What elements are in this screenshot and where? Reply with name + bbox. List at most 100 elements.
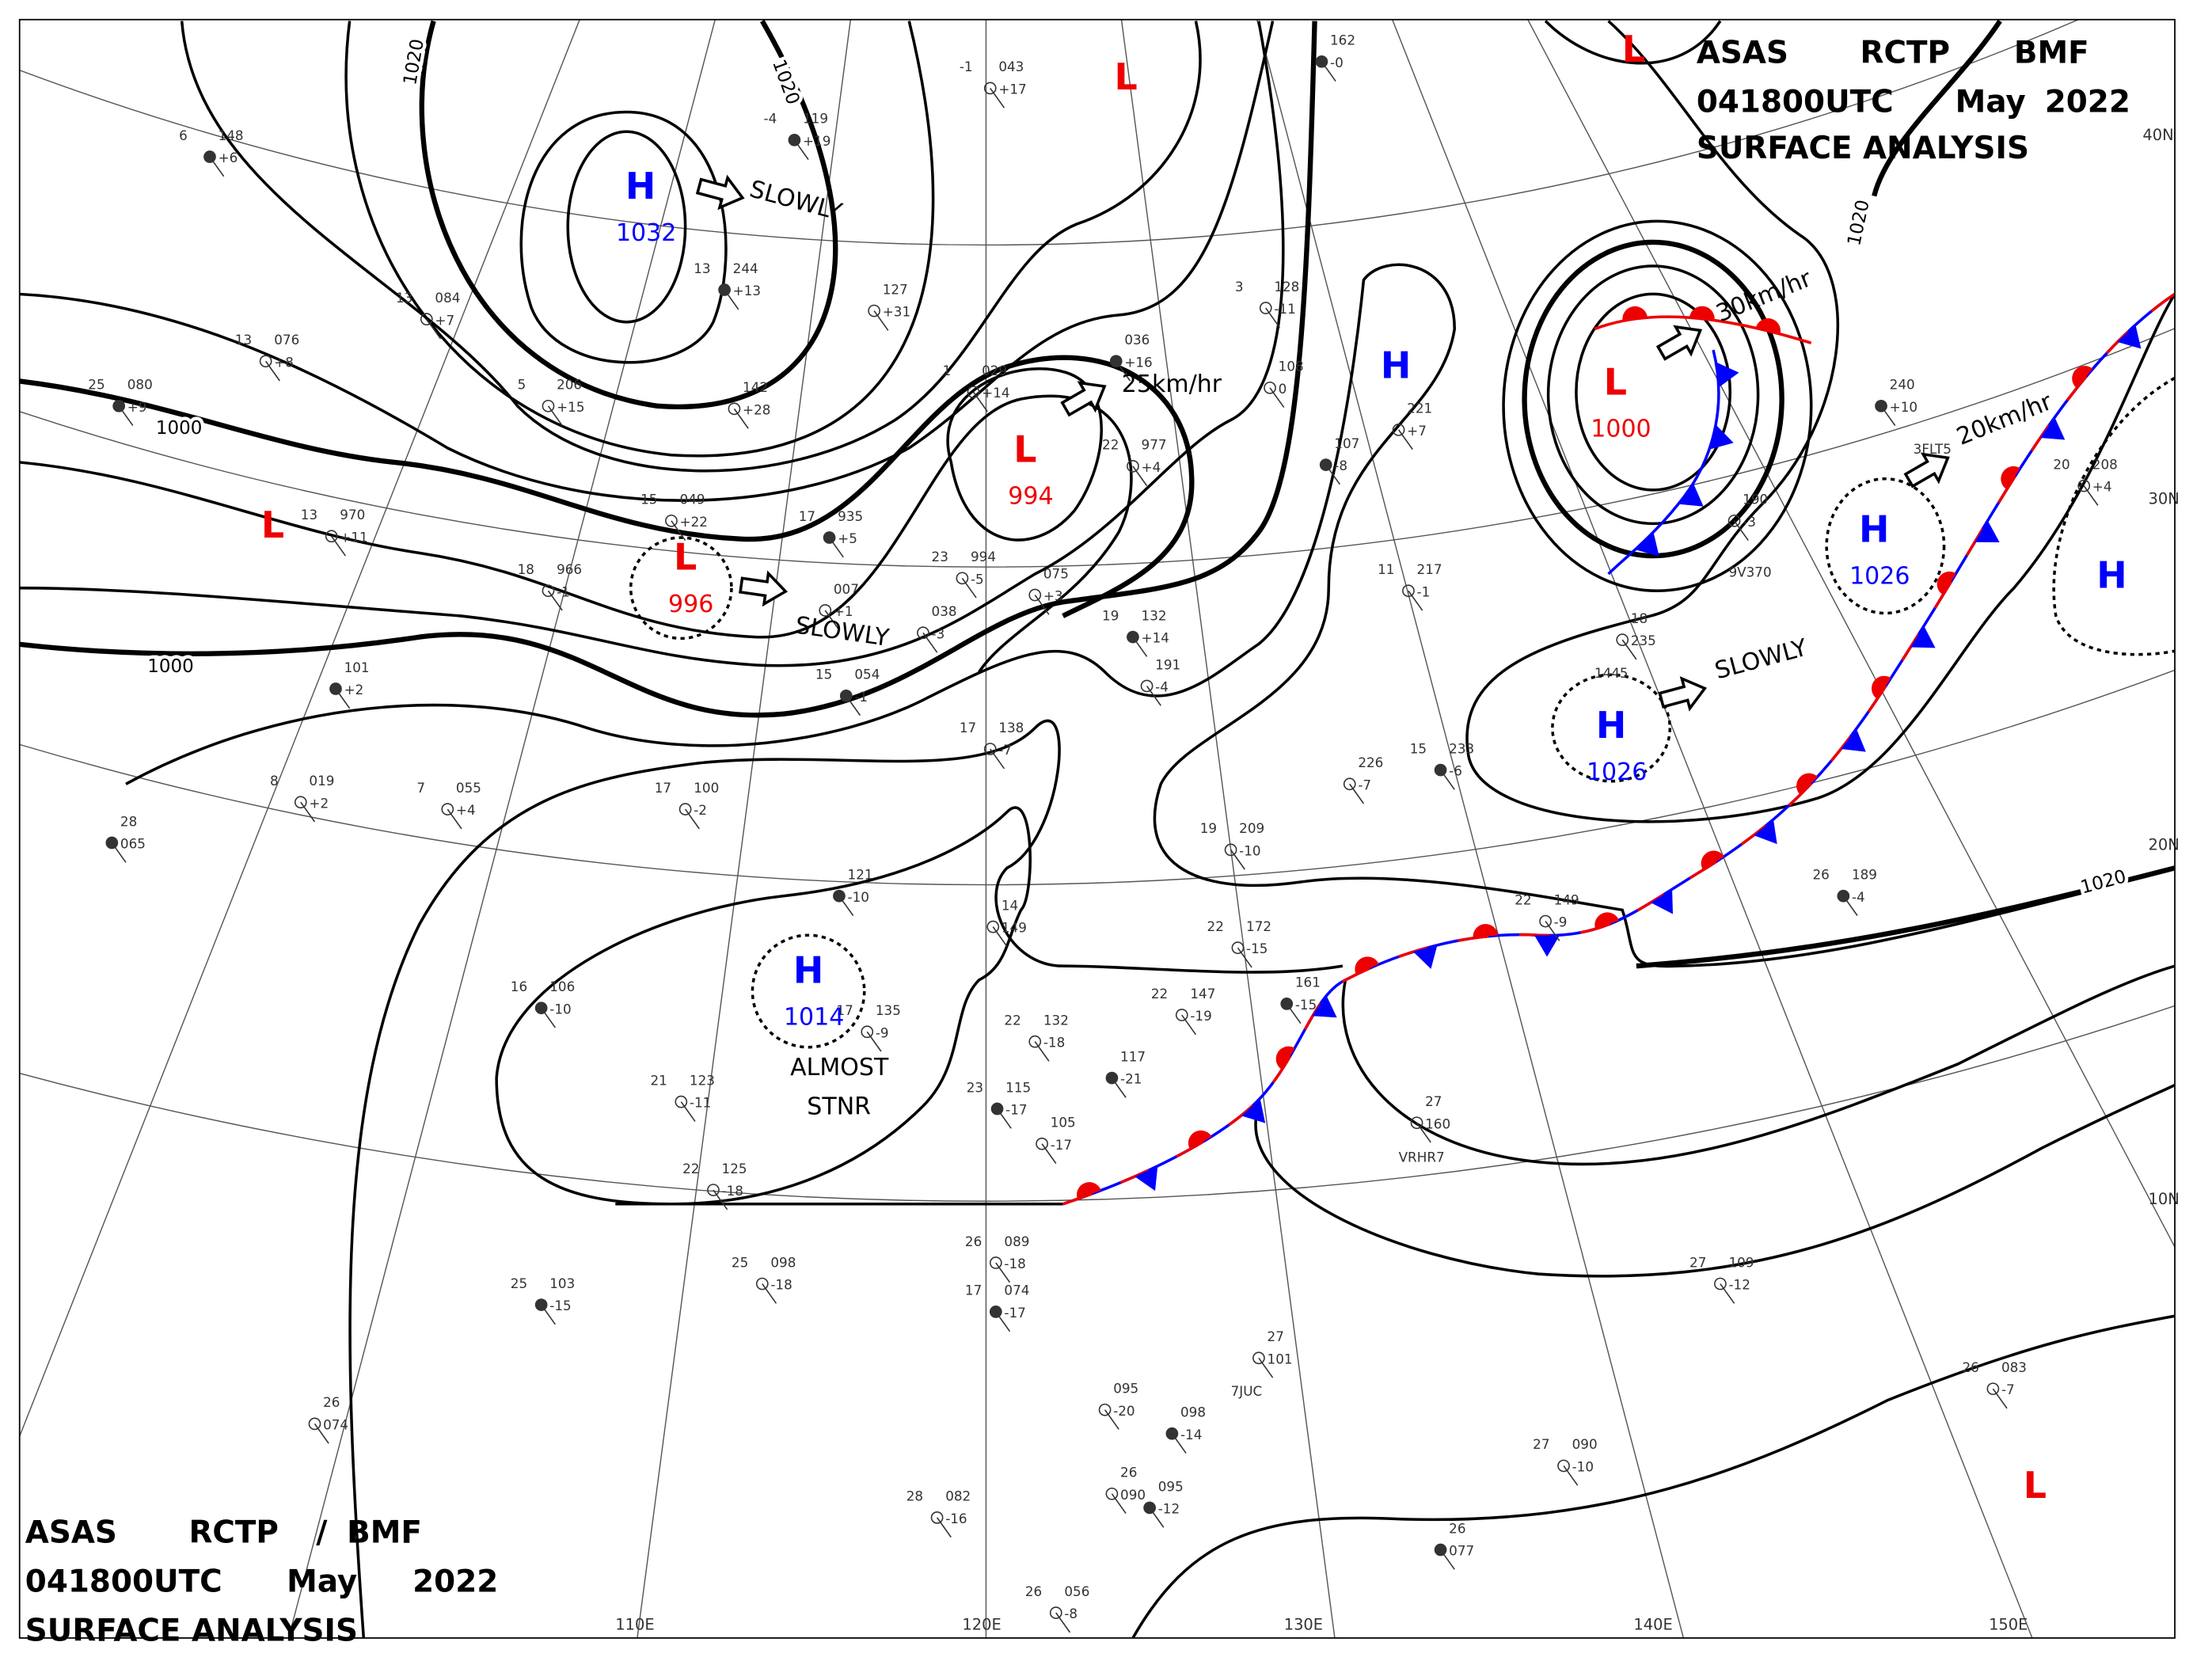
station-circle bbox=[1727, 514, 1741, 527]
station-value: +16 bbox=[1124, 354, 1152, 370]
station-value: 8 bbox=[270, 773, 279, 789]
wind-barb bbox=[1111, 1078, 1127, 1098]
wind-barb bbox=[2083, 485, 2099, 506]
station-value: 075 bbox=[1043, 565, 1069, 581]
warm-front-symbol bbox=[1701, 850, 1724, 871]
station-circle bbox=[1402, 584, 1415, 598]
station-circle bbox=[1175, 1009, 1188, 1021]
title-word: May bbox=[287, 1564, 357, 1600]
wind-barb bbox=[1397, 429, 1413, 450]
station-value: 6 bbox=[179, 127, 188, 143]
wind-barb bbox=[541, 1007, 556, 1028]
station-value: -19 bbox=[1190, 1008, 1211, 1024]
isobar bbox=[348, 719, 1344, 1638]
isobar bbox=[19, 355, 1195, 618]
wind-barb bbox=[1416, 1122, 1431, 1143]
wind-barb bbox=[922, 632, 938, 653]
station-value: 149 bbox=[1554, 891, 1579, 907]
pressure-center-value: 1026 bbox=[1849, 562, 1910, 590]
station-value: +4 bbox=[1142, 459, 1161, 475]
station-value: 18 bbox=[1631, 610, 1648, 626]
dotted-isobar bbox=[1551, 673, 1672, 783]
station-value: 26 bbox=[1025, 1583, 1042, 1599]
station-value: 135 bbox=[876, 1002, 901, 1018]
station-value: 15 bbox=[815, 667, 832, 682]
longitude-label: 120E bbox=[962, 1615, 1001, 1633]
isobar bbox=[1131, 1314, 2176, 1638]
dotted-isobar bbox=[2052, 376, 2176, 656]
cold-front-symbol bbox=[1678, 483, 1704, 507]
pressure-center-type: H bbox=[2096, 554, 2126, 597]
station-value: 090 bbox=[1120, 1487, 1146, 1503]
station-value: -4 bbox=[1155, 679, 1169, 695]
wind-barb bbox=[111, 842, 127, 863]
station-value: -9 bbox=[876, 1024, 889, 1040]
station-circle bbox=[1127, 459, 1139, 473]
station-value: 13 bbox=[694, 260, 710, 276]
wind-barb bbox=[1563, 1465, 1579, 1486]
station-value: 029 bbox=[982, 363, 1007, 378]
latitude-label: 40N bbox=[2142, 126, 2173, 144]
station-value: 100 bbox=[694, 780, 719, 796]
wind-barb bbox=[1720, 1283, 1735, 1304]
pressure-center-value: 1000 bbox=[1591, 416, 1651, 443]
pressure-center-value: 1014 bbox=[784, 1003, 844, 1031]
isobar bbox=[1575, 292, 1732, 492]
station-value: 082 bbox=[945, 1488, 971, 1504]
station-value: 17 bbox=[655, 780, 671, 796]
wind-barb bbox=[1104, 1409, 1119, 1430]
wind-barb bbox=[1439, 770, 1455, 790]
station-value: 115 bbox=[1005, 1079, 1031, 1095]
wind-barb bbox=[335, 688, 351, 709]
wind-barb bbox=[265, 360, 280, 382]
pressure-center-type: L bbox=[1013, 428, 1036, 471]
station-circle bbox=[989, 1256, 1002, 1269]
wind-barb bbox=[1545, 921, 1560, 941]
wind-barb bbox=[1621, 639, 1637, 660]
station-value: 25 bbox=[732, 1254, 748, 1270]
station-value: -10 bbox=[549, 1001, 571, 1017]
station-value: 105 bbox=[1051, 1115, 1076, 1131]
station-value: 080 bbox=[127, 377, 153, 393]
station-circle bbox=[1224, 843, 1237, 857]
wind-barb bbox=[1439, 1549, 1455, 1570]
station-value: +28 bbox=[743, 401, 770, 417]
station-value: 7 bbox=[416, 780, 425, 796]
station-value: +7 bbox=[1407, 423, 1427, 439]
station-value: +11 bbox=[340, 529, 367, 545]
station-value: 22 bbox=[1102, 437, 1119, 453]
cold-front-symbol bbox=[2117, 324, 2142, 349]
station-value: 138 bbox=[998, 720, 1024, 735]
title-word: 041800UTC bbox=[25, 1564, 222, 1600]
station-circle bbox=[1837, 889, 1850, 903]
station-value: 049 bbox=[680, 492, 705, 507]
station-value: -17 bbox=[1004, 1305, 1025, 1321]
movement-arrow bbox=[1655, 325, 1703, 361]
station-value: -6 bbox=[1449, 763, 1462, 779]
station-value: 206 bbox=[557, 377, 582, 393]
isobar bbox=[180, 21, 1202, 473]
station-circle bbox=[1264, 381, 1276, 394]
station-value: -18 bbox=[1043, 1035, 1065, 1051]
station-value: 074 bbox=[323, 1416, 348, 1432]
warm-front-symbol bbox=[1755, 318, 1781, 334]
movement-arrow bbox=[695, 174, 745, 211]
meridian bbox=[1256, 19, 1685, 1638]
station-value: 17 bbox=[799, 508, 815, 524]
station-value: 160 bbox=[1425, 1116, 1450, 1131]
station-value: 132 bbox=[1142, 607, 1167, 623]
wind-barb bbox=[1265, 307, 1281, 329]
station-value: -17 bbox=[1005, 1102, 1027, 1118]
station-circle bbox=[259, 355, 272, 368]
warm-front-symbol bbox=[1796, 773, 1818, 796]
wind-barb bbox=[828, 537, 844, 558]
dotted-isobar bbox=[629, 536, 733, 640]
wind-barb bbox=[1321, 61, 1336, 82]
station-value: +7 bbox=[435, 312, 454, 328]
wind-barb bbox=[1733, 520, 1749, 542]
pressure-center-value: 994 bbox=[1008, 483, 1053, 511]
station-circle bbox=[1098, 1403, 1112, 1416]
wind-barb bbox=[547, 590, 563, 611]
isobar bbox=[1341, 964, 2176, 1166]
